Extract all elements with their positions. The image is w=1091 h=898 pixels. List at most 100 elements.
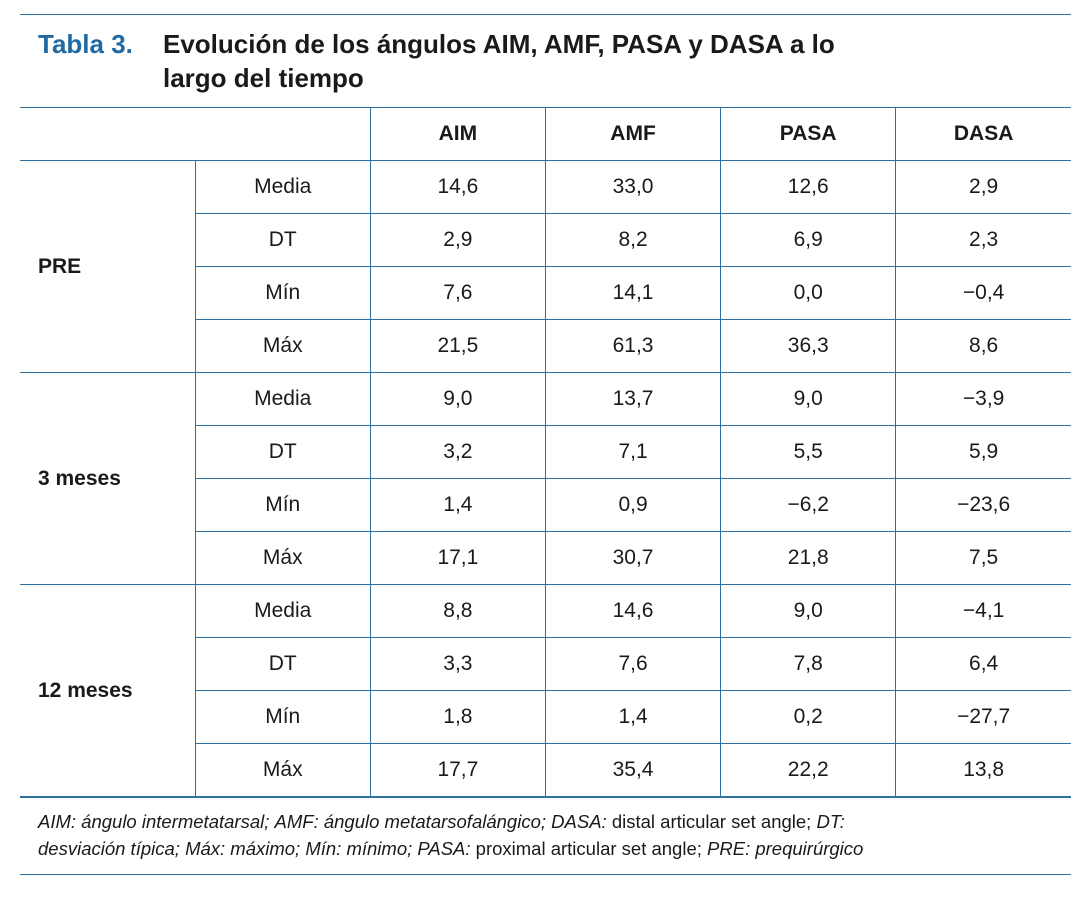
cell-aim: 8,8	[369, 584, 546, 638]
header-aim: AIM	[369, 108, 546, 161]
cell-aim: 2,9	[369, 213, 546, 267]
abbr-max: Máx:	[185, 838, 226, 859]
cell-pasa: −6,2	[720, 478, 897, 532]
cell-dasa: 7,5	[895, 531, 1071, 585]
def-dt: desviación típica;	[38, 838, 180, 859]
cell-aim: 1,4	[369, 478, 546, 532]
def-aim: ángulo intermetatarsal;	[81, 811, 270, 832]
cell-amf: 1,4	[544, 690, 722, 744]
cell-amf: 61,3	[544, 319, 722, 373]
cell-amf: 14,1	[544, 266, 722, 320]
def-amf: ángulo metatarsofalángico;	[323, 811, 547, 832]
cell-aim: 17,7	[369, 743, 546, 797]
cell-pasa: 12,6	[720, 160, 897, 214]
stat-label: DT	[195, 213, 371, 267]
group-label-pre: PRE	[20, 160, 196, 373]
cell-pasa: 7,8	[720, 637, 897, 691]
cell-aim: 14,6	[369, 160, 546, 214]
cell-aim: 17,1	[369, 531, 546, 585]
cell-dasa: 2,3	[895, 213, 1071, 267]
cell-amf: 7,6	[544, 637, 722, 691]
stat-label: Media	[194, 372, 371, 426]
def-min: mínimo;	[346, 838, 413, 859]
header-row: AIM AMF PASA DASA	[20, 108, 1071, 161]
def-pre: prequirúrgico	[755, 838, 864, 859]
abbr-min: Mín:	[305, 838, 342, 859]
cell-dasa: −27,7	[895, 690, 1071, 744]
cell-pasa: 9,0	[720, 584, 897, 638]
cell-amf: 7,1	[544, 425, 722, 479]
cell-pasa: 0,0	[720, 266, 897, 320]
stat-label: Mín	[195, 478, 371, 532]
table-title: Tabla 3. Evolución de los ángulos AIM, A…	[20, 15, 1071, 108]
cell-amf: 8,2	[544, 213, 722, 267]
abbr-pasa: PASA:	[417, 838, 471, 859]
table-row: DT 2,9 8,2 6,9 2,3	[20, 213, 1071, 267]
table-row: 3 meses Media 9,0 13,7 9,0 −3,9	[20, 372, 1071, 585]
abbr-amf: AMF:	[274, 811, 319, 832]
table-row: Mín 1,4 0,9 −6,2 −23,6	[20, 478, 1071, 532]
header-blank	[20, 108, 371, 161]
cell-aim: 21,5	[369, 319, 546, 373]
cell-pasa: 21,8	[720, 531, 897, 585]
table-row: PRE Media 14,6 33,0 12,6 2,9	[20, 160, 1071, 373]
cell-aim: 3,3	[369, 637, 546, 691]
abbr-dt: DT:	[816, 811, 845, 832]
cell-pasa: 6,9	[720, 213, 897, 267]
table-row: 12 meses Media 8,8 14,6 9,0 −4,1	[20, 584, 1071, 797]
cell-dasa: 6,4	[895, 637, 1071, 691]
stat-label: Mín	[195, 690, 371, 744]
def-max: máximo;	[230, 838, 301, 859]
abbr-dasa: DASA:	[551, 811, 607, 832]
cell-dasa: 5,9	[895, 425, 1071, 479]
cell-dasa: −4,1	[895, 584, 1071, 638]
table-row: Máx 17,7 35,4 22,2 13,8	[20, 743, 1071, 797]
stat-label: Media	[194, 584, 371, 638]
table-figure: Tabla 3. Evolución de los ángulos AIM, A…	[20, 14, 1071, 875]
cell-dasa: −23,6	[895, 478, 1071, 532]
table-row: Máx 21,5 61,3 36,3 8,6	[20, 319, 1071, 373]
cell-dasa: 2,9	[895, 160, 1071, 214]
cell-amf: 0,9	[544, 478, 722, 532]
cell-aim: 9,0	[369, 372, 546, 426]
stat-label: Media	[194, 160, 371, 214]
cell-aim: 3,2	[369, 425, 546, 479]
cell-pasa: 9,0	[720, 372, 897, 426]
data-table: AIM AMF PASA DASA PRE Media 14,6 33,0 12…	[20, 108, 1071, 797]
table-row: Mín 1,8 1,4 0,2 −27,7	[20, 690, 1071, 744]
abbr-pre: PRE:	[707, 838, 751, 859]
stat-label: Máx	[195, 531, 371, 585]
stat-label: Mín	[195, 266, 371, 320]
cell-amf: 33,0	[544, 160, 722, 214]
cell-pasa: 0,2	[720, 690, 897, 744]
cell-aim: 7,6	[369, 266, 546, 320]
header-dasa: DASA	[895, 108, 1071, 161]
cell-pasa: 5,5	[720, 425, 897, 479]
abbr-aim: AIM:	[38, 811, 77, 832]
cell-dasa: 8,6	[895, 319, 1071, 373]
cell-amf: 30,7	[544, 531, 722, 585]
table-row: Máx 17,1 30,7 21,8 7,5	[20, 531, 1071, 585]
cell-pasa: 22,2	[720, 743, 897, 797]
def-dasa: distal articular set angle;	[611, 811, 812, 832]
cell-dasa: −0,4	[895, 266, 1071, 320]
cell-amf: 14,6	[544, 584, 722, 638]
table-footnote: AIM: ángulo intermetatarsal; AMF: ángulo…	[20, 797, 1071, 875]
cell-amf: 13,7	[544, 372, 722, 426]
def-pasa: proximal articular set angle;	[475, 838, 702, 859]
cell-aim: 1,8	[369, 690, 546, 744]
cell-pasa: 36,3	[720, 319, 897, 373]
stat-label: DT	[195, 637, 371, 691]
cell-dasa: −3,9	[895, 372, 1071, 426]
cell-amf: 35,4	[544, 743, 722, 797]
stat-label: Máx	[195, 319, 371, 373]
stat-label: Máx	[195, 743, 371, 797]
table-caption: Evolución de los ángulos AIM, AMF, PASA …	[163, 29, 835, 93]
stat-label: DT	[195, 425, 371, 479]
header-pasa: PASA	[720, 108, 897, 161]
table-row: Mín 7,6 14,1 0,0 −0,4	[20, 266, 1071, 320]
table-row: DT 3,3 7,6 7,8 6,4	[20, 637, 1071, 691]
group-label-12-meses: 12 meses	[20, 584, 196, 797]
top-rule	[20, 14, 1071, 15]
header-amf: AMF	[544, 108, 722, 161]
